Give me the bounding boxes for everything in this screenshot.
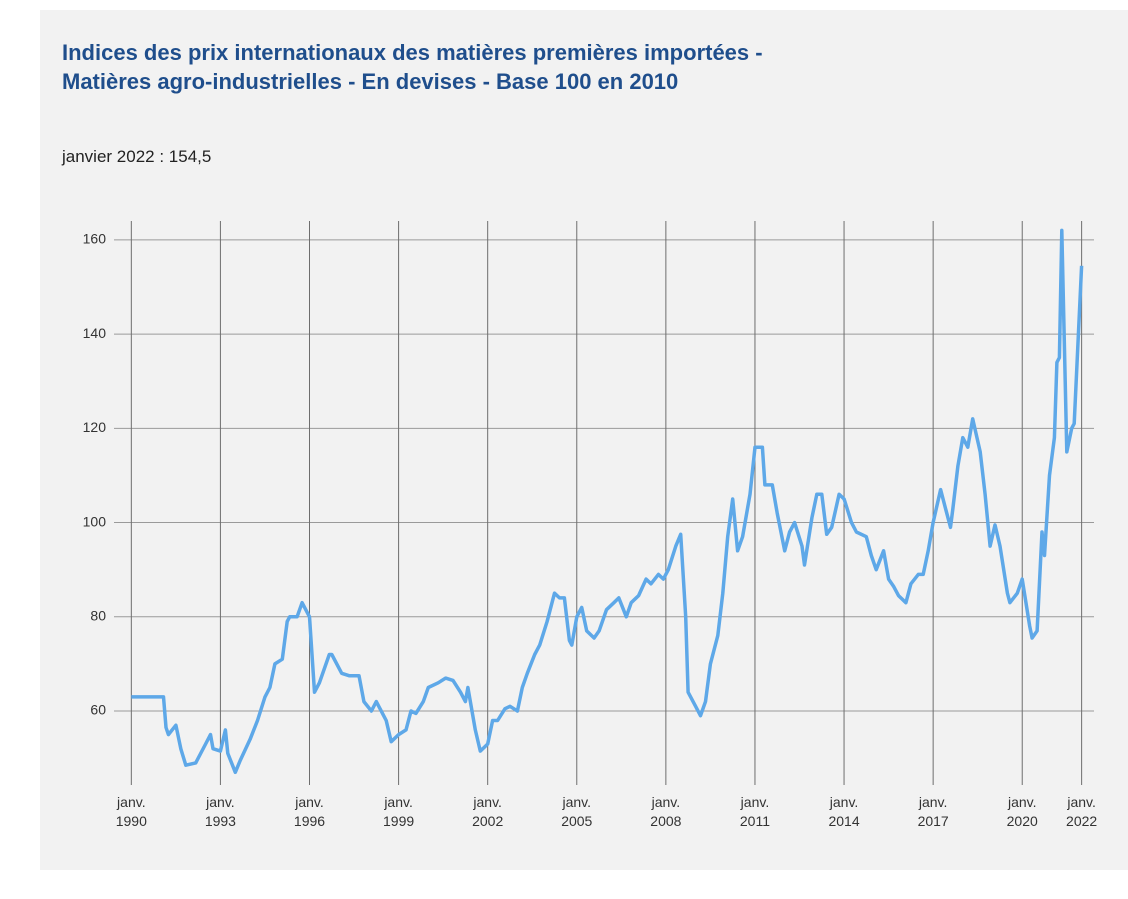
y-tick-label: 80: [90, 607, 106, 623]
chart-title: Indices des prix internationaux des mati…: [62, 40, 763, 94]
x-tick-label: janv. 1990: [116, 794, 147, 829]
x-tick-label: janv. 2022: [1066, 794, 1097, 829]
x-tick-label: janv. 2002: [472, 794, 503, 829]
x-tick-label: janv. 2017: [918, 794, 949, 829]
x-tick-label: janv. 2011: [740, 794, 771, 829]
x-tick-label: janv. 1999: [383, 794, 414, 829]
x-tick-label: janv. 1993: [205, 794, 236, 829]
chart-subtitle: janvier 2022 : 154,5: [62, 147, 212, 166]
y-tick-label: 120: [83, 419, 107, 435]
chart-panel: [40, 10, 1128, 870]
y-tick-label: 100: [83, 513, 107, 529]
x-tick-label: janv. 1996: [294, 794, 325, 829]
y-tick-label: 60: [90, 702, 106, 718]
data-line: [131, 228, 1084, 775]
x-tick-label: janv. 2008: [650, 794, 681, 829]
x-tick-label: janv. 2020: [1007, 794, 1038, 829]
x-tick-label: janv. 2014: [828, 794, 859, 829]
x-tick-label: janv. 2005: [561, 794, 592, 829]
y-tick-label: 140: [83, 325, 107, 341]
y-tick-label: 160: [83, 231, 107, 247]
